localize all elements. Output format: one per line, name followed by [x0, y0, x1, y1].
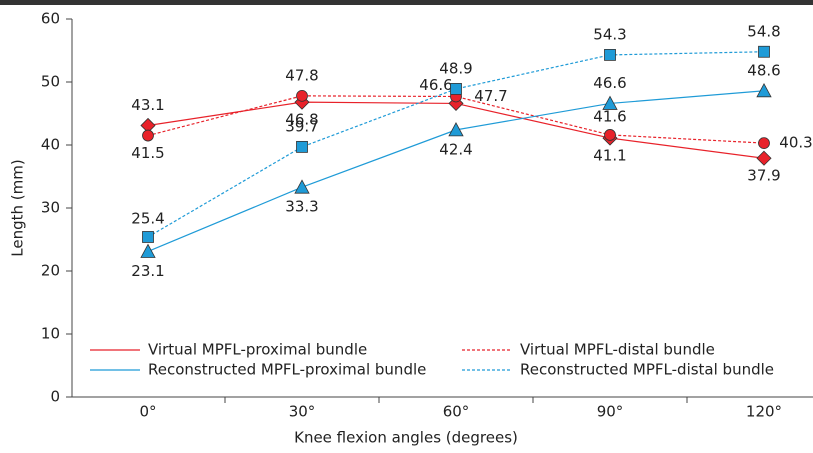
- data-label: 37.9: [747, 167, 780, 185]
- data-label: 43.1: [131, 96, 164, 114]
- data-label: 25.4: [131, 209, 164, 227]
- data-label: 54.8: [747, 22, 780, 40]
- marker: [294, 179, 310, 194]
- y-tick-label: 30: [41, 199, 60, 217]
- x-tick-label: 120°: [746, 403, 782, 421]
- data-label: 39.7: [285, 117, 318, 135]
- marker: [604, 49, 616, 61]
- y-tick-label: 20: [41, 262, 60, 280]
- data-label: 46.6: [593, 74, 626, 92]
- y-tick-label: 60: [41, 10, 60, 28]
- legend-label: Virtual MPFL-distal bundle: [520, 341, 715, 359]
- x-tick-label: 60°: [443, 403, 470, 421]
- series-line: [147, 90, 765, 253]
- marker: [756, 150, 772, 166]
- data-label: 42.4: [439, 140, 472, 158]
- data-label: 46.6: [419, 76, 452, 94]
- marker: [142, 231, 154, 243]
- marker: [296, 89, 308, 102]
- y-tick-label: 50: [41, 73, 60, 91]
- legend-label: Reconstructed MPFL-distal bundle: [520, 361, 774, 379]
- data-label: 41.1: [593, 147, 626, 165]
- marker: [602, 95, 618, 110]
- data-label: 41.5: [131, 144, 164, 162]
- marker: [756, 82, 772, 98]
- marker: [448, 122, 464, 137]
- legend-label: Virtual MPFL-proximal bundle: [148, 341, 367, 359]
- legend-label: Reconstructed MPFL-proximal bundle: [148, 361, 426, 379]
- y-tick-label: 40: [41, 136, 60, 154]
- x-axis-label: Knee flexion angles (degrees): [294, 429, 518, 447]
- marker: [758, 45, 770, 58]
- marker: [758, 137, 770, 150]
- data-label: 54.3: [593, 25, 626, 43]
- marker: [140, 243, 156, 258]
- data-label: 23.1: [131, 262, 164, 280]
- marker: [604, 129, 616, 141]
- y-tick-label: 10: [41, 325, 60, 343]
- series-line: [147, 95, 765, 144]
- cropped-photo-strip: [0, 0, 813, 5]
- y-axis-label: Length (mm): [9, 159, 27, 256]
- marker: [450, 83, 462, 95]
- data-label: 40.3: [779, 134, 812, 152]
- y-tick-label: 0: [50, 388, 60, 406]
- data-label: 47.7: [474, 87, 507, 105]
- data-label: 48.9: [439, 59, 472, 77]
- data-label: 46.8: [285, 111, 318, 129]
- x-tick-label: 0°: [139, 403, 156, 421]
- marker: [296, 140, 308, 153]
- x-tick-label: 90°: [597, 403, 624, 421]
- data-label: 47.8: [285, 66, 318, 84]
- data-label: 33.3: [285, 198, 318, 216]
- data-label: 41.6: [593, 107, 626, 125]
- marker: [142, 129, 154, 142]
- x-tick-label: 30°: [289, 403, 316, 421]
- data-label: 48.6: [747, 61, 780, 79]
